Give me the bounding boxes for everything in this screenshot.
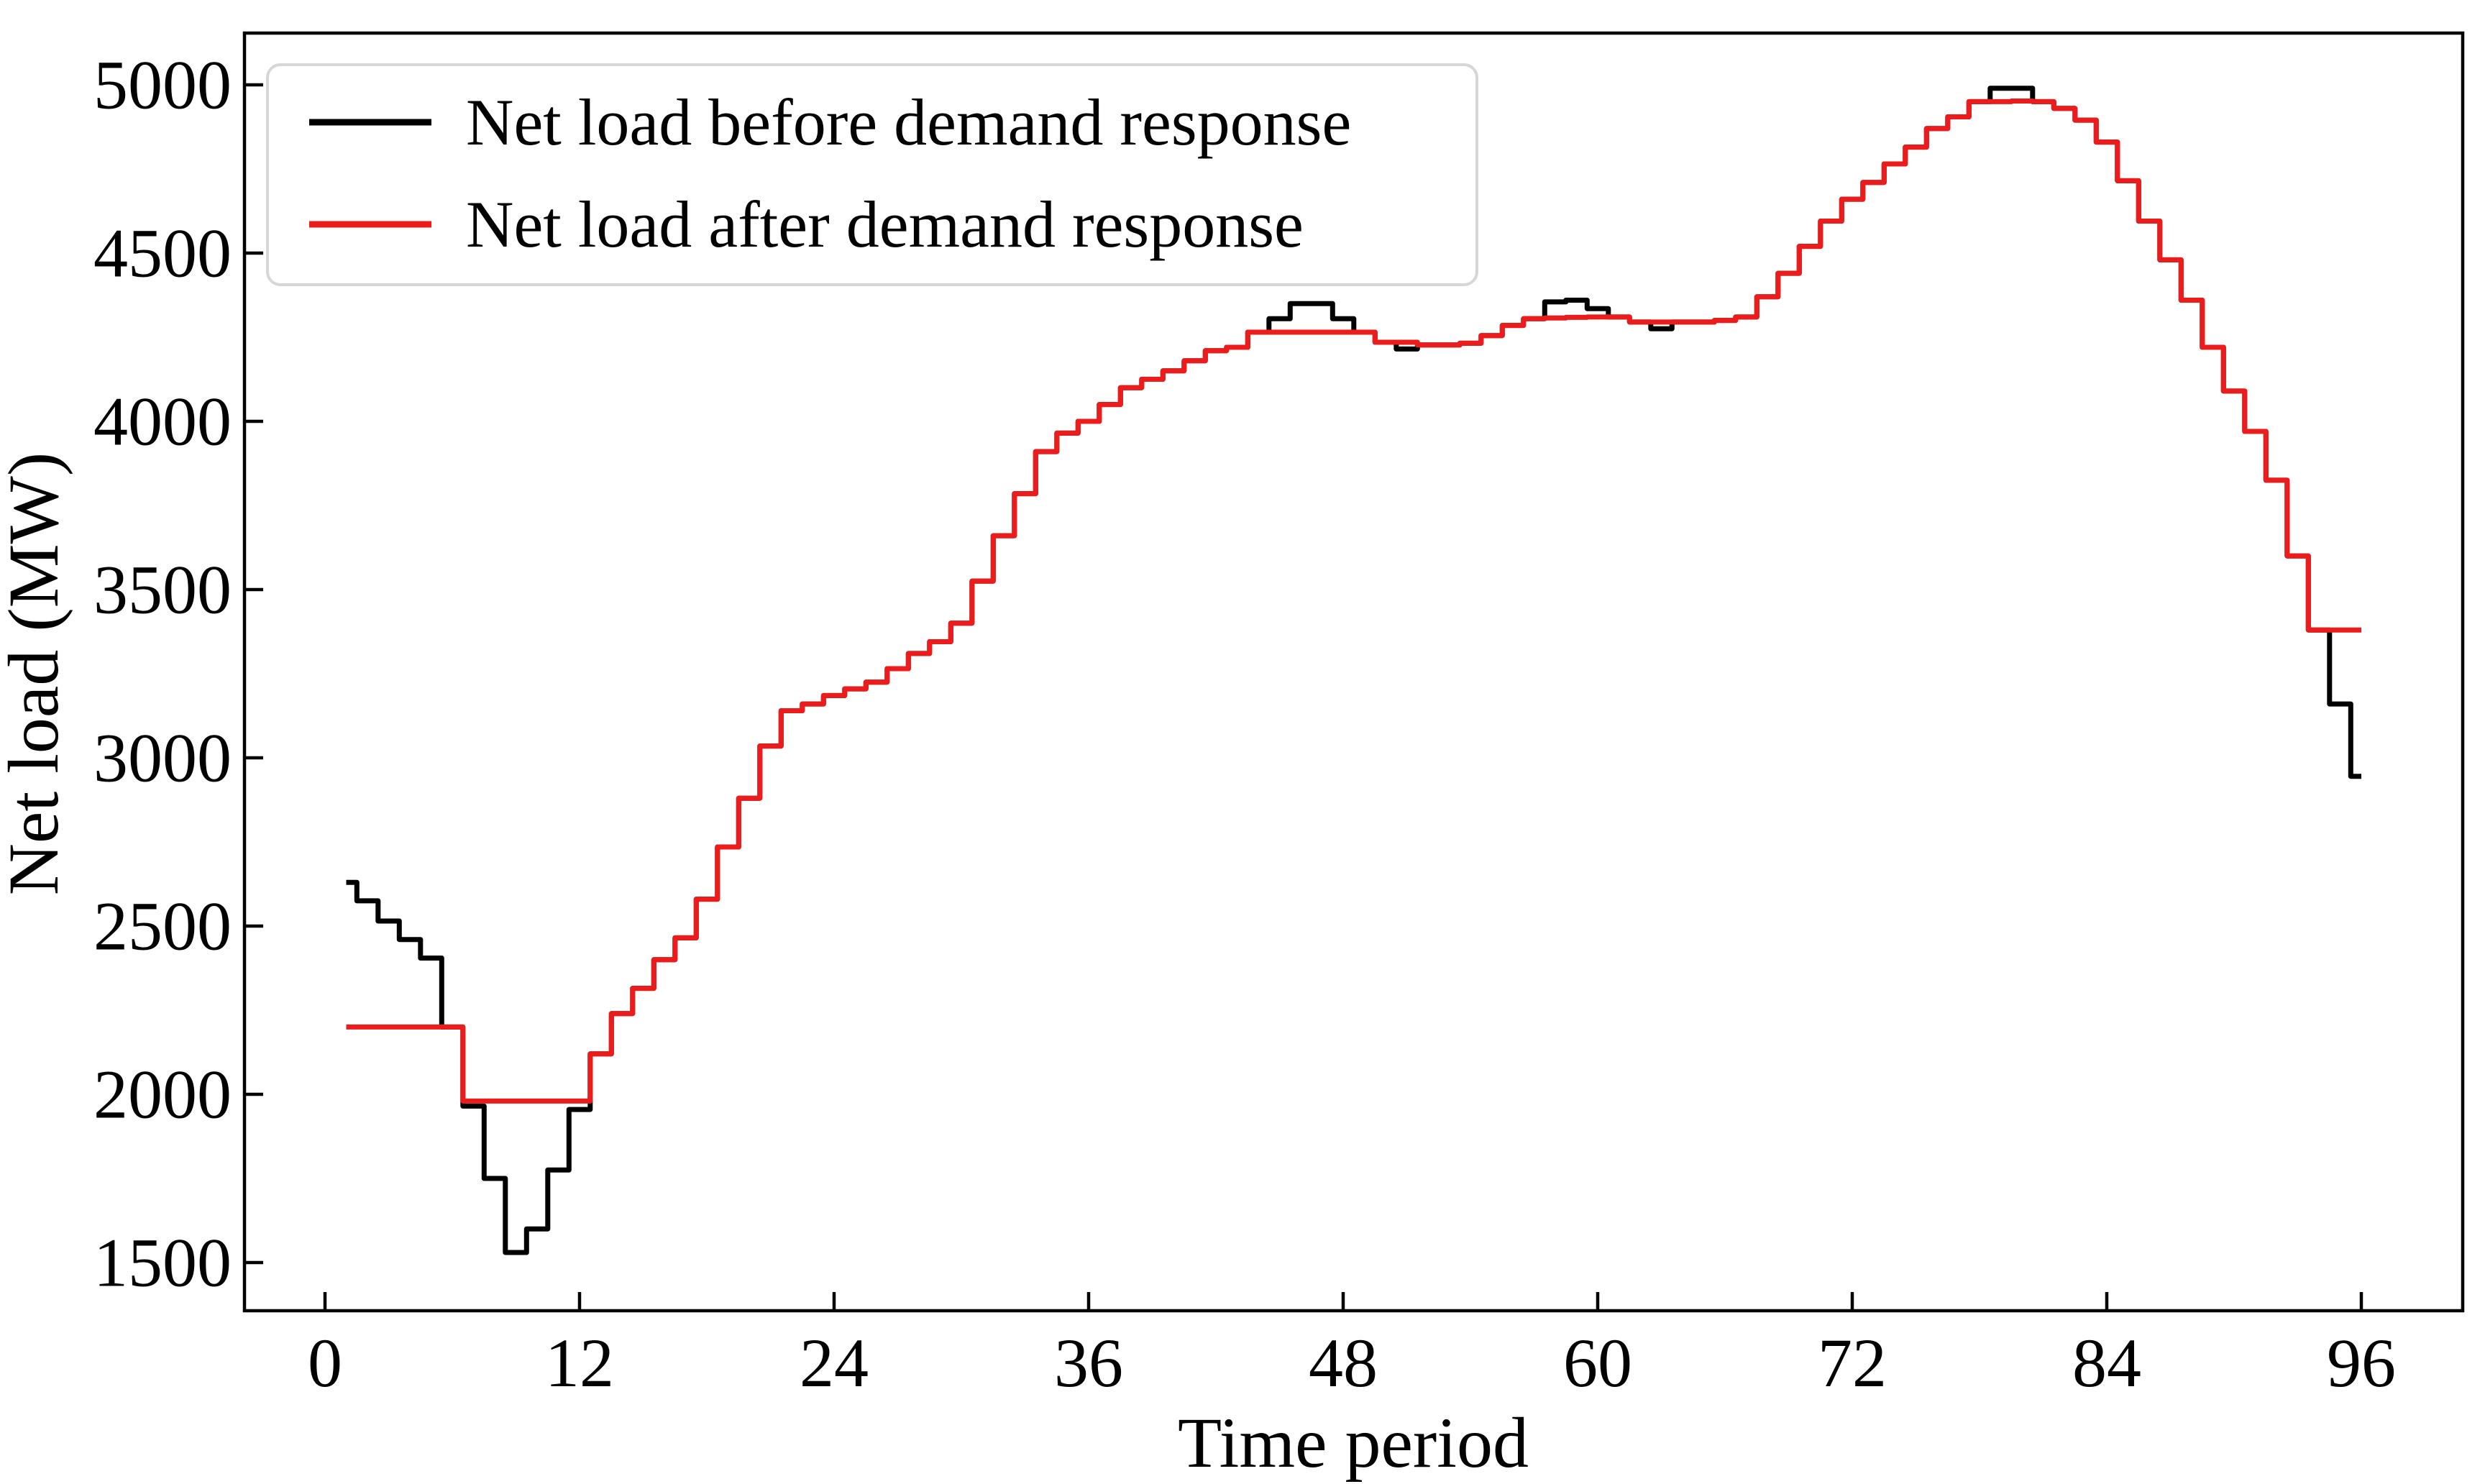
- x-tick-label: 48: [1309, 1324, 1378, 1401]
- plot-frame: [242, 31, 2465, 1313]
- x-tick-label: 0: [308, 1324, 342, 1401]
- net-load-after-line: [346, 99, 2361, 1104]
- axes-layer: 1500 2000 2500 3000 3500 4000 4500 5000 0 12 24 36 4…: [93, 31, 2465, 1401]
- y-tick-label: 2500: [93, 888, 232, 965]
- y-tick-label: 3500: [93, 551, 232, 628]
- x-tick-label: 84: [2072, 1324, 2141, 1401]
- x-tick-label: 36: [1054, 1324, 1123, 1401]
- y-tick-label: 4000: [93, 383, 232, 460]
- y-tick-label: 1500: [93, 1224, 232, 1301]
- x-tick-label: 96: [2327, 1324, 2396, 1401]
- legend: Net load before demand response Net load…: [266, 63, 1478, 286]
- y-tick-label: 4500: [93, 215, 232, 292]
- x-tick-label: 72: [1818, 1324, 1887, 1401]
- x-tick-label: 24: [800, 1324, 869, 1401]
- y-tick-label: 5000: [93, 47, 232, 124]
- y-axis-label: Net load (MW): [0, 452, 73, 895]
- legend-box: [266, 63, 1478, 286]
- y-tick-label: 3000: [93, 720, 232, 797]
- legend-label-before: Net load before demand response: [466, 86, 1351, 159]
- x-tick-label: 60: [1563, 1324, 1632, 1401]
- y-tick-label: 2000: [93, 1056, 232, 1133]
- x-tick-label: 12: [545, 1324, 614, 1401]
- legend-label-after: Net load after demand response: [466, 188, 1304, 261]
- x-axis-label: Time period: [1178, 1403, 1529, 1483]
- series-layer: [346, 86, 2361, 1255]
